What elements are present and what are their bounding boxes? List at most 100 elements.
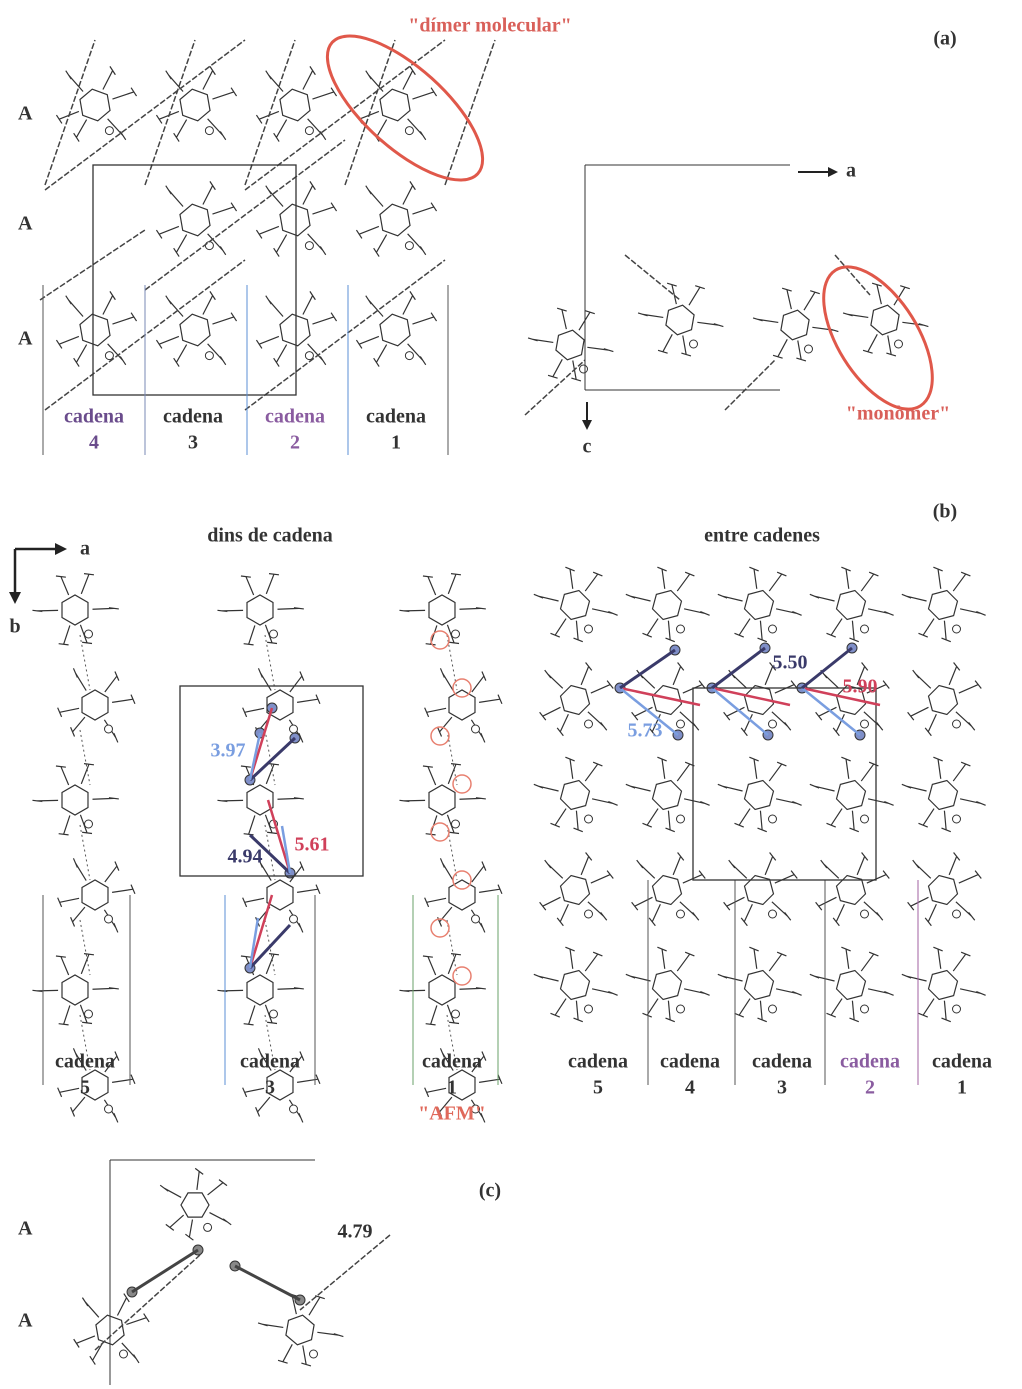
atom <box>677 910 685 918</box>
molecule-chain <box>245 40 445 190</box>
dimer-ellipse <box>305 13 504 204</box>
molecule <box>530 653 623 746</box>
spin-site <box>431 631 449 649</box>
atom <box>769 720 777 728</box>
atom <box>310 1350 318 1358</box>
molecule <box>411 653 515 757</box>
atom <box>305 352 313 360</box>
atom <box>895 340 903 348</box>
atom <box>405 127 413 135</box>
axis-label: c <box>583 436 592 458</box>
atom <box>861 625 869 633</box>
molecule-chain <box>45 40 245 190</box>
chain-name: cadena <box>55 1051 115 1073</box>
chain-number: 3 <box>188 432 198 454</box>
distance-label: 4.79 <box>338 1221 373 1243</box>
molecule <box>45 53 148 157</box>
contact-line <box>620 650 675 688</box>
molecule <box>208 937 312 1041</box>
molecule <box>713 747 806 840</box>
molecule <box>714 843 807 936</box>
afm-annotation: "AFM" <box>418 1103 486 1125</box>
atom <box>105 127 113 135</box>
distance-label: 5.90 <box>843 676 878 698</box>
atom <box>405 242 413 250</box>
atom <box>677 720 685 728</box>
atom <box>85 820 93 828</box>
molecule <box>23 747 127 851</box>
molecule-chain <box>245 40 295 185</box>
atom <box>472 915 480 923</box>
molecule <box>145 278 248 382</box>
molecule <box>390 747 494 851</box>
molecule <box>44 653 148 757</box>
atom <box>861 815 869 823</box>
chain-name: cadena <box>752 1051 812 1073</box>
atom <box>953 720 961 728</box>
molecule <box>345 53 448 157</box>
row-label: A <box>18 1218 33 1240</box>
distance-label: 4.94 <box>228 846 263 868</box>
chain-number: 5 <box>80 1077 90 1099</box>
chain-number: 2 <box>290 432 300 454</box>
molecule <box>529 937 622 1030</box>
molecule <box>45 278 148 382</box>
molecule <box>897 937 990 1030</box>
chain-name: cadena <box>840 1051 900 1073</box>
chain-name: cadena <box>265 406 325 428</box>
arrow-head <box>55 543 67 555</box>
spin-site <box>453 775 471 793</box>
molecule <box>145 168 248 272</box>
chain-name: cadena <box>660 1051 720 1073</box>
chain-number: 4 <box>685 1077 695 1099</box>
molecule <box>160 1168 231 1240</box>
molecule-chain <box>145 140 345 290</box>
spin-site <box>431 823 449 841</box>
spin-site <box>431 727 449 745</box>
chain-number: 1 <box>447 1077 457 1099</box>
molecule <box>622 843 715 936</box>
chain-name: cadena <box>64 406 124 428</box>
atom <box>105 725 113 733</box>
structure-drawings <box>23 40 990 1378</box>
molecule <box>145 53 248 157</box>
spin-site <box>453 967 471 985</box>
molecule <box>23 937 127 1041</box>
molecule-chain <box>145 40 195 185</box>
atom <box>690 340 698 348</box>
molecule <box>208 557 312 661</box>
figure: (a) "dímer molecular" A A A a c "monòmer… <box>0 0 1022 1389</box>
molecule <box>805 557 898 650</box>
atom <box>270 1010 278 1018</box>
atom <box>120 1350 128 1358</box>
molecule <box>411 843 515 947</box>
chain-number: 1 <box>957 1077 967 1099</box>
axis-label: a <box>846 160 856 182</box>
axis-label: b <box>9 616 20 638</box>
molecule <box>345 278 448 382</box>
panel-label: (b) <box>933 501 957 523</box>
atom <box>769 815 777 823</box>
panel-label: (c) <box>479 1180 501 1202</box>
chain-number: 4 <box>89 432 99 454</box>
atom <box>290 725 298 733</box>
atom <box>405 352 413 360</box>
atom <box>677 815 685 823</box>
molecule <box>805 937 898 1030</box>
atom <box>677 1005 685 1013</box>
atom <box>769 910 777 918</box>
atom <box>472 725 480 733</box>
chain-name: cadena <box>422 1051 482 1073</box>
chain-name: cadena <box>163 406 223 428</box>
dimer-annotation: "dímer molecular" <box>408 15 571 37</box>
molecule-chain <box>625 255 680 300</box>
molecule <box>747 275 844 373</box>
molecule <box>529 747 622 840</box>
subtitle: dins de cadena <box>207 525 333 547</box>
atom <box>290 915 298 923</box>
atom <box>953 625 961 633</box>
chain-name: cadena <box>240 1051 300 1073</box>
molecule <box>806 843 899 936</box>
atom <box>85 630 93 638</box>
molecule <box>621 747 714 840</box>
